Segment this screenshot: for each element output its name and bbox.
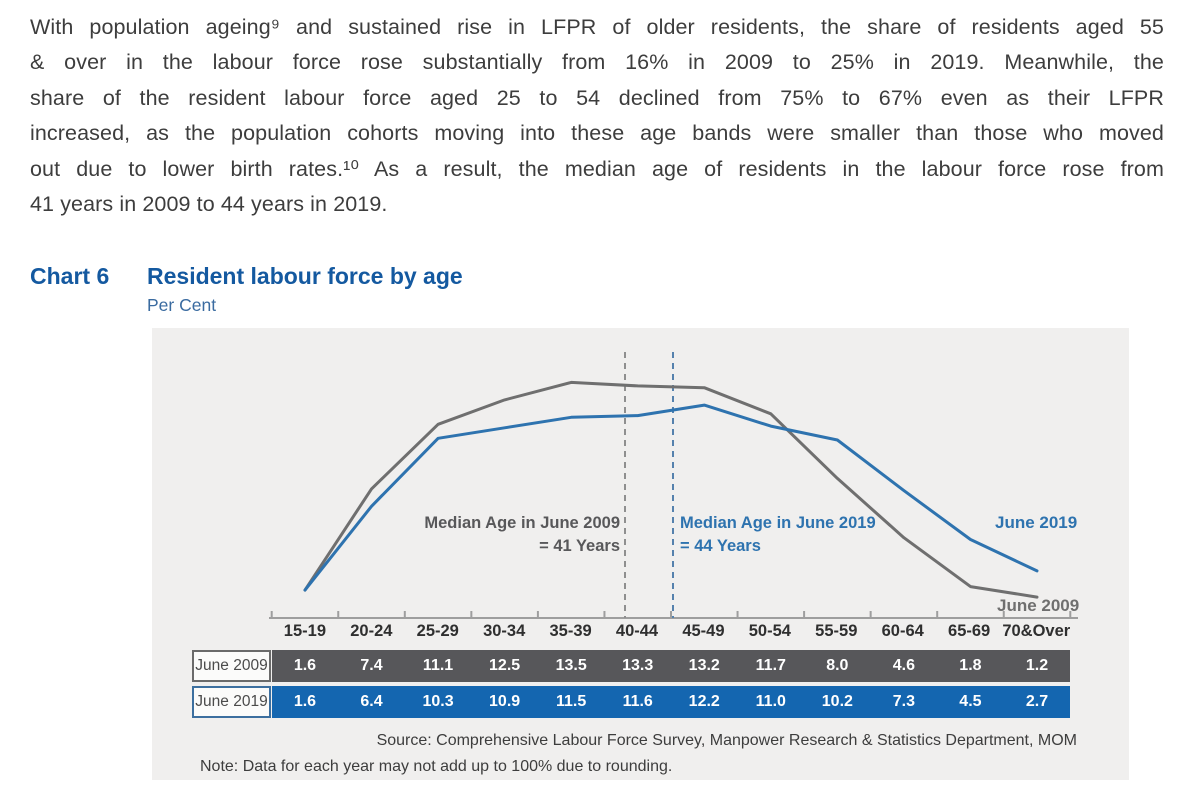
line-chart-svg <box>269 352 1078 619</box>
table-value-cell: 13.2 <box>688 657 720 674</box>
table-value-cell: 12.2 <box>688 693 720 710</box>
chart-title: Resident labour force by age <box>147 263 463 289</box>
x-axis-label: 35-39 <box>549 622 592 640</box>
x-axis-label: 65-69 <box>948 622 991 640</box>
table-value-cell: 4.5 <box>959 693 982 710</box>
table-value-cell: 1.2 <box>1025 657 1049 674</box>
paragraph-line: out due to lower birth rates.¹⁰ As a res… <box>30 156 1164 181</box>
paragraph-line: & over in the labour force rose substant… <box>30 50 1164 75</box>
table-value-cell: 13.3 <box>622 657 654 674</box>
table-value-cell: 13.5 <box>555 657 587 674</box>
paragraph-line: increased, as the population cohorts mov… <box>30 121 1164 146</box>
annotation-text-line: = 41 Years <box>539 536 620 555</box>
annotation-text-line: Median Age in June 2019 <box>680 514 876 532</box>
y-axis-unit-label: Per Cent <box>147 295 217 315</box>
median-age-2009-annotation: Median Age in June 2009 = 41 Years <box>424 512 620 557</box>
x-axis-label: 50-54 <box>748 622 791 640</box>
chart-heading: Chart 6 Resident labour force by age <box>30 263 1130 291</box>
x-axis-labels-row: 15-19 20-24 25-29 30-34 35-39 40-44 45-49 50-54… <box>272 622 1071 641</box>
table-value-cell: 8.0 <box>826 657 849 674</box>
note-text: Note: Data for each year may not add up … <box>200 758 673 775</box>
table-value-cell: 1.6 <box>293 657 317 674</box>
source-text: Source: Comprehensive Labour Force Surve… <box>376 732 1077 749</box>
paragraph-line: share of the resident labour force aged … <box>30 85 1164 110</box>
table-value-cell: 2.7 <box>1025 693 1049 710</box>
x-axis-label: 70&Over <box>1002 622 1071 640</box>
table-value-cell: 10.9 <box>489 693 521 710</box>
table-value-cell: 10.3 <box>422 693 454 710</box>
table-value-cell: 12.5 <box>489 657 521 674</box>
x-axis-label: 25-29 <box>416 622 459 640</box>
paragraph-line: With population ageing⁹ and sustained ri… <box>30 15 1164 39</box>
x-axis-label: 15-19 <box>283 622 326 640</box>
table-value-cell: 11.1 <box>422 657 454 674</box>
table-value-cell: 4.6 <box>892 657 915 674</box>
table-value-cell: 11.0 <box>755 693 786 710</box>
table-value-cell: 11.7 <box>755 657 786 674</box>
table-row-label: June 2009 <box>192 650 271 682</box>
table-value-cell: 7.3 <box>892 693 915 710</box>
series-line-june-2009 <box>303 380 1039 599</box>
paragraph-line: 41 years in 2009 to 44 years in 2019. <box>30 192 388 217</box>
x-axis-label: 40-44 <box>615 622 659 640</box>
x-axis-label: 20-24 <box>350 622 393 640</box>
series-end-label-june-2009: June 2009 <box>997 596 1080 615</box>
table-row-label: June 2019 <box>192 686 271 718</box>
table-value-cell: 11.6 <box>622 693 653 710</box>
annotation-text-line: = 44 Years <box>680 536 761 555</box>
median-age-2019-annotation: Median Age in June 2019 = 44 Years <box>680 512 876 557</box>
table-value-cell: 1.8 <box>959 657 982 674</box>
x-axis-label: 30-34 <box>483 622 526 640</box>
chart-number-label: Chart 6 <box>30 263 110 289</box>
table-value-cell: 6.4 <box>360 693 383 710</box>
chart-panel: Median Age in June 2009 = 41 Years Media… <box>152 328 1129 780</box>
x-axis-label: 55-59 <box>815 622 858 640</box>
body-paragraph: With population ageing⁹ and sustained ri… <box>30 10 1164 222</box>
table-value-cell: 7.4 <box>360 657 383 674</box>
table-value-cell: 10.2 <box>821 693 853 710</box>
x-axis-label: 60-64 <box>881 622 924 640</box>
table-value-cell: 1.6 <box>293 693 317 710</box>
table-row-june-2009: 1.6 7.4 11.1 12.5 13.5 13.3 13.2 11.7 8.0 4.6 1.8 1… <box>271 650 1071 682</box>
table-row-june-2019: 1.6 6.4 10.3 10.9 11.5 11.6 12.2 11.0 10.2 7.3 4.5… <box>271 686 1071 718</box>
annotation-text-line: Median Age in June 2009 <box>424 514 620 532</box>
x-axis-label: 45-49 <box>682 622 725 640</box>
table-value-cell: 11.5 <box>556 693 587 710</box>
series-end-label-june-2019: June 2019 <box>995 513 1078 532</box>
series-line-june-2019 <box>303 403 1039 592</box>
